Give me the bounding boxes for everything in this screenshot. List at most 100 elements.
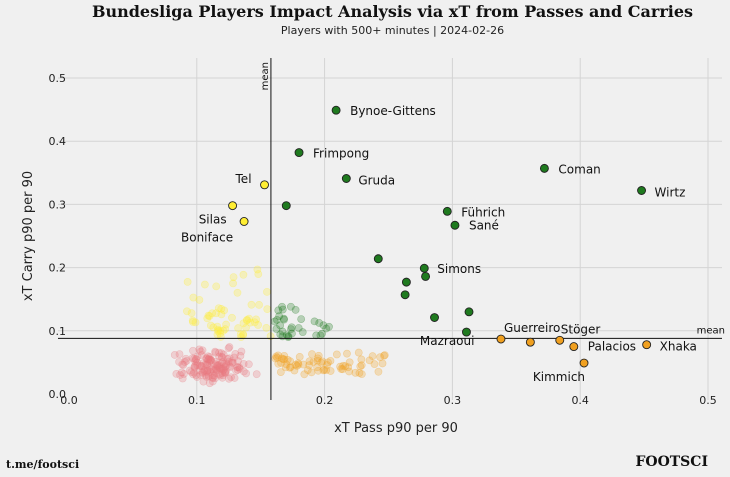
x-tick-label: 0.3 <box>444 394 462 407</box>
background-point <box>211 360 220 369</box>
background-point <box>309 357 318 366</box>
background-point <box>170 351 179 359</box>
player-point[interactable] <box>430 313 439 322</box>
background-point <box>355 369 364 377</box>
background-point <box>343 349 351 358</box>
background-point <box>282 360 291 369</box>
player-point[interactable] <box>496 334 506 344</box>
y-tick-label: 0.4 <box>49 135 67 148</box>
background-point <box>337 365 346 373</box>
background-point <box>179 370 188 378</box>
background-point <box>221 362 230 371</box>
background-point <box>202 368 211 376</box>
background-point <box>206 357 215 366</box>
background-point <box>200 280 209 289</box>
background-point <box>206 367 214 376</box>
x-tick-label: 0.4 <box>571 394 589 407</box>
background-point <box>199 377 208 386</box>
background-point <box>263 287 271 296</box>
background-point <box>281 363 290 372</box>
background-point <box>203 360 212 369</box>
background-point <box>233 365 242 374</box>
player-point[interactable] <box>239 217 249 226</box>
y-tick-label: 0.1 <box>49 325 67 338</box>
background-point <box>279 314 288 323</box>
background-point <box>218 358 227 367</box>
background-point <box>351 368 360 377</box>
background-point <box>202 354 211 363</box>
footer-brand: FOOTSCI <box>635 454 708 470</box>
player-label: Simons <box>437 262 481 276</box>
background-point <box>273 316 281 324</box>
background-point <box>204 355 213 364</box>
background-point <box>222 361 231 370</box>
background-point <box>308 350 316 359</box>
player-point[interactable] <box>462 327 471 337</box>
player-point[interactable] <box>373 254 383 264</box>
background-point <box>180 358 189 366</box>
background-point <box>205 379 214 388</box>
player-point[interactable] <box>637 186 646 195</box>
background-point <box>310 317 319 326</box>
background-point <box>233 363 242 372</box>
background-point <box>214 327 223 336</box>
background-point <box>213 360 222 369</box>
player-point[interactable] <box>401 277 411 287</box>
player-point[interactable] <box>464 307 474 317</box>
background-point <box>278 354 286 363</box>
background-point <box>216 371 224 380</box>
background-point <box>201 370 210 379</box>
player-point[interactable] <box>294 148 304 158</box>
background-point <box>197 351 206 359</box>
player-point[interactable] <box>400 290 410 300</box>
background-point <box>175 357 184 366</box>
player-point[interactable] <box>642 340 652 350</box>
player-point[interactable] <box>341 174 351 183</box>
background-point <box>282 331 291 340</box>
player-point[interactable] <box>331 105 341 115</box>
x-tick-label: 0.2 <box>316 394 334 407</box>
background-point <box>224 357 233 366</box>
background-point <box>218 373 227 382</box>
background-point <box>312 331 321 340</box>
player-point[interactable] <box>260 180 269 190</box>
background-point <box>191 361 200 370</box>
player-point[interactable] <box>228 201 238 211</box>
player-point[interactable] <box>421 271 431 281</box>
background-point <box>183 307 191 316</box>
background-point <box>228 313 236 322</box>
background-point <box>192 355 200 364</box>
background-point <box>319 321 328 330</box>
player-point[interactable] <box>525 337 535 347</box>
player-point[interactable] <box>419 263 429 273</box>
background-point <box>189 293 198 302</box>
background-point <box>316 331 325 340</box>
background-point <box>217 349 226 358</box>
background-point <box>380 351 389 360</box>
player-point[interactable] <box>442 206 452 216</box>
player-point[interactable] <box>569 342 579 352</box>
background-point <box>215 364 224 372</box>
background-point <box>211 364 220 373</box>
background-point <box>217 353 226 362</box>
background-point <box>199 359 208 368</box>
background-point <box>380 351 388 360</box>
background-point <box>286 363 295 372</box>
background-point <box>219 365 228 374</box>
background-point <box>211 347 219 356</box>
player-point[interactable] <box>555 335 565 345</box>
player-point[interactable] <box>281 201 291 211</box>
background-point <box>206 321 215 330</box>
player-point[interactable] <box>579 358 589 368</box>
background-point <box>237 333 245 342</box>
background-point <box>225 343 234 351</box>
background-point <box>179 361 188 369</box>
background-point <box>286 357 295 366</box>
background-point <box>332 350 341 359</box>
player-label: Frimpong <box>313 147 369 161</box>
background-point <box>221 368 229 377</box>
background-point <box>239 359 248 368</box>
player-point[interactable] <box>450 220 460 230</box>
background-point <box>203 366 212 375</box>
player-point[interactable] <box>539 163 549 173</box>
